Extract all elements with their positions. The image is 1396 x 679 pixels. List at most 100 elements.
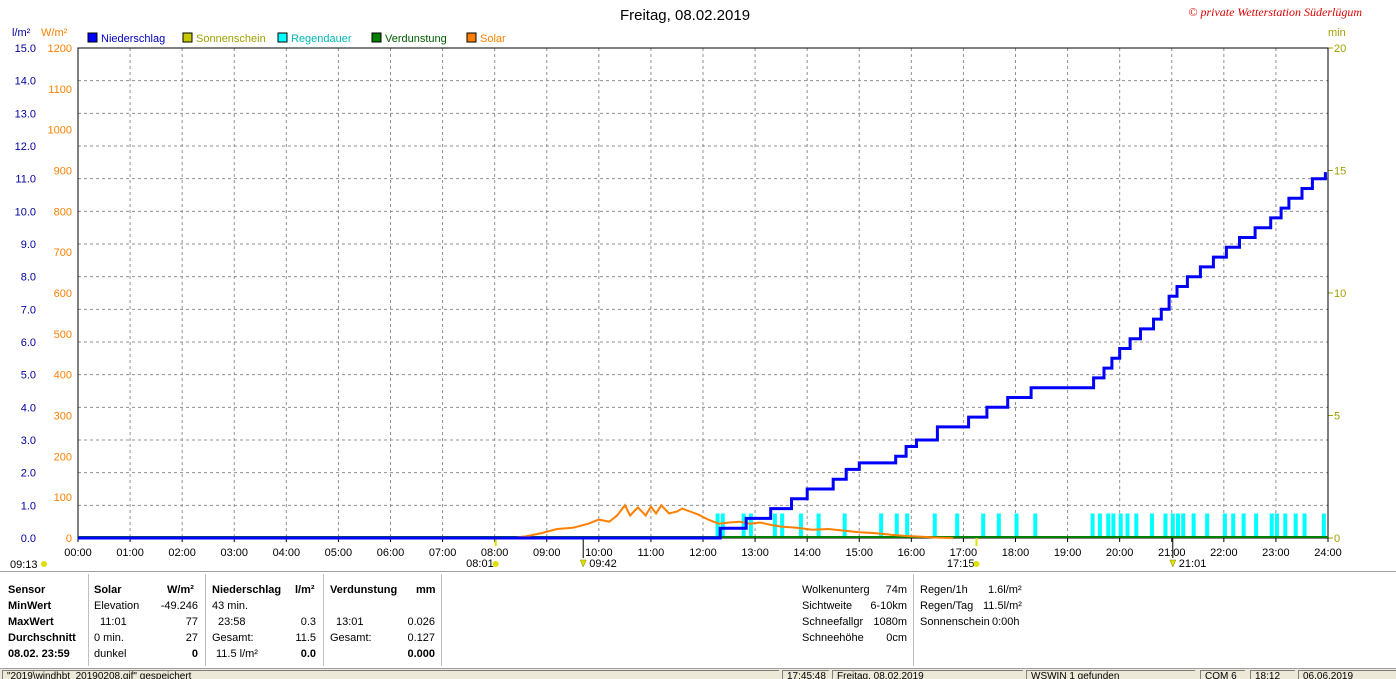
regendauer-bar [1302,513,1307,538]
regendauer-bar [1149,513,1154,538]
x-tick-label: 24:00 [1314,547,1342,559]
sun-marker-icon [41,561,47,567]
row-label-min: MinWert [8,600,52,612]
regendauer-bar [1269,513,1274,538]
legend-label: Verdunstung [385,33,447,45]
sunset-marker-icon [973,561,980,567]
rain-hour-value: 1.6l/m² [988,584,1022,596]
status-date: Freitag, 08.02.2019 [832,670,1023,679]
rain-current-label: 11.5 l/m² [216,648,258,660]
solar-unit: W/m² [167,584,194,596]
regendauer-bar [1125,513,1130,538]
solar-current-value: 0 [191,648,198,660]
evap-max-label: 13:01 [336,616,364,628]
snow-depth-label: Schneehöhe [802,632,864,644]
y-tick-label-rain: 6.0 [21,337,36,349]
rain-day-value: 11.5l/m² [983,600,1022,612]
regendauer-bar [741,513,746,538]
regendauer-bar [1014,513,1019,538]
regendauer-bar [955,513,960,538]
niederschlag-line [78,172,1327,540]
solar-max-label: 11:01 [100,616,127,628]
regendauer-bar [720,513,725,538]
legend-swatch [87,32,98,43]
x-tick-label: 11:00 [638,547,665,559]
x-tick-label: 15:00 [845,547,873,559]
y-tick-label-minutes: 0 [1334,533,1340,545]
x-tick-label: 21:00 [1158,547,1186,559]
solar-line [510,503,954,539]
y-tick-label-solar: 0 [66,533,72,545]
y-tick-label-rain: 12.0 [15,141,36,153]
regendauer-bar [879,513,884,538]
regendauer-bar [932,513,937,538]
moon-marker-icon [1169,559,1177,568]
regendauer-bar [1163,513,1168,538]
y-tick-label-solar: 1100 [48,84,72,96]
marker-label: 21:01 [1179,558,1207,570]
x-tick-label: 18:00 [1002,547,1030,559]
regendauer-bar [1274,513,1279,538]
regendauer-bar [1170,513,1175,538]
regendauer-bar [1254,513,1259,538]
y-tick-label-rain: 0.0 [21,533,36,545]
rain-header: Niederschlag [212,584,282,596]
regendauer-bar [1111,513,1116,538]
status-today: 06.06.2019 [1298,670,1396,679]
y-tick-label-rain: 9.0 [21,239,36,251]
x-tick-label: 07:00 [429,547,457,559]
regendauer-bar [1097,513,1102,538]
regendauer-bar [1176,513,1180,538]
legend-swatch [182,32,193,43]
right-axis-unit: min [1328,27,1346,39]
x-tick-label: 08:00 [481,547,509,559]
y-tick-label-solar: 400 [54,370,72,382]
regendauer-bar [748,513,753,538]
row-label-current: 08.02. 23:59 [8,648,70,660]
regendauer-bar [1191,513,1196,538]
y-tick-label-solar: 900 [54,166,72,178]
y-tick-label-solar: 700 [54,247,72,259]
chart-grid [78,48,1328,538]
y-tick-label-rain: 15.0 [15,43,36,55]
snowline-label: Schneefallgr [802,616,864,628]
y-tick-label-solar: 500 [54,329,72,341]
regendauer-bar [1181,513,1186,538]
solar-min-value: -49.246 [160,600,198,612]
x-tick-label: 19:00 [1054,547,1082,559]
marker-label: 17:15 [947,558,975,570]
legend-label: Regendauer [291,33,352,45]
x-tick-label: 09:00 [533,547,561,559]
sunrise-marker-icon [492,561,499,567]
sensor-header: Sensor [8,584,46,596]
chart-legend: Niederschlag Sonnenschein Regendauer Verdun… [87,32,506,45]
regendauer-bar [715,513,720,538]
snow-depth-value: 0cm [886,632,907,644]
solar-avg-label: 0 min. [94,632,124,644]
evap-total-label: Gesamt: [330,632,372,644]
y-tick-label-rain: 5.0 [21,370,36,382]
chart-axes: 00:00 01:00 02:00 03:00 04:00 05:00 06:00 07:00… [10,43,1346,571]
cloud-base-value: 74m [885,584,907,596]
evap-current-value: 0.000 [407,648,435,660]
regendauer-bar [1033,513,1038,538]
rain-day-label: Regen/Tag [920,600,974,612]
regendauer-bar [1106,513,1111,538]
x-tick-label: 03:00 [220,547,248,559]
copyright-text: © private Wetterstation Süderlügum [1188,5,1362,19]
sunshine-value: 0:00h [992,616,1020,628]
regendauer-bar [1283,513,1288,538]
x-tick-label: 01:00 [116,547,144,559]
snowline-value: 1080m [873,616,907,628]
rain-hour-label: Regen/1h [920,584,968,596]
regendauer-bar [996,513,1001,538]
y-tick-label-minutes: 20 [1334,43,1346,55]
regendauer-bar [842,513,847,538]
y-tick-label-minutes: 5 [1334,411,1340,423]
rain-max-value: 0.3 [300,616,316,628]
regendauer-bar [905,513,910,538]
statistics-panel: Sensor MinWert MaxWert Durchschnitt 08.0… [0,571,1396,669]
moon-marker-icon [579,559,587,568]
evap-max-value: 0.026 [407,616,435,628]
y-tick-label-rain: 14.0 [15,76,36,88]
